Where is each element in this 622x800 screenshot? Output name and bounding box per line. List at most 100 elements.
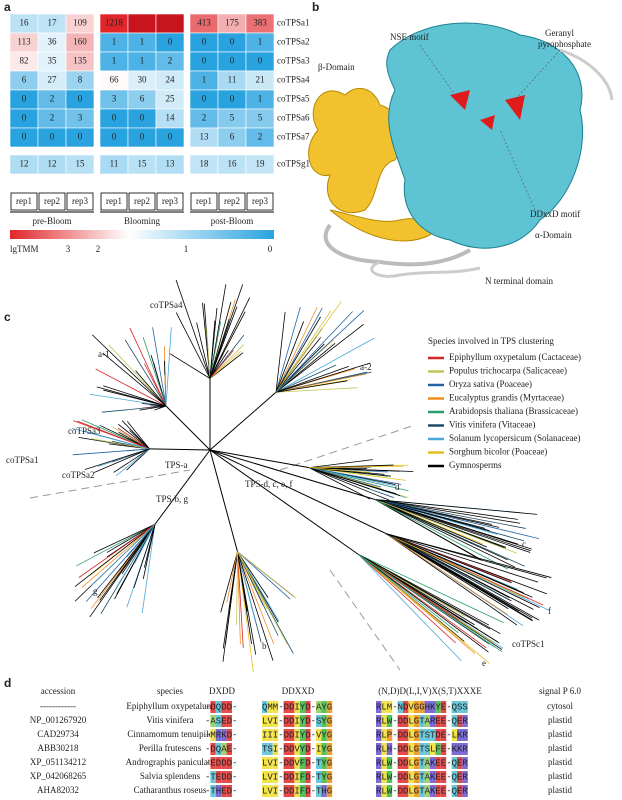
residue <box>305 757 311 769</box>
residue <box>262 771 268 783</box>
residue <box>381 771 387 783</box>
protein-structure <box>308 22 614 278</box>
column-header: (N,D)D(L,I,V)X(S,T)XXXE <box>378 686 482 696</box>
leaf-branch <box>374 499 521 524</box>
leaf-branch <box>385 533 540 608</box>
residue <box>326 743 333 755</box>
leaf-branch <box>358 554 504 624</box>
residue <box>321 743 327 755</box>
residue <box>381 715 387 727</box>
heatmap-cell <box>65 154 95 175</box>
leaf-branch <box>91 438 150 450</box>
residue <box>386 771 393 783</box>
residue <box>305 743 311 755</box>
residue <box>326 771 333 783</box>
leaf-branch <box>209 344 245 379</box>
cell-value: 0 <box>202 37 207 47</box>
sequence: -EDDD- <box>205 758 237 768</box>
leaf-branch <box>99 424 150 450</box>
column-header: signal P 6.0 <box>539 686 581 696</box>
leaf-branch <box>164 375 167 407</box>
structure-label: DDxxD motif <box>530 209 580 219</box>
leaf-branch <box>237 551 291 600</box>
leaf-branch <box>209 297 251 379</box>
sequence: TSI-DDVYD-IYG <box>262 744 332 754</box>
branch <box>209 449 310 469</box>
leaf-branch <box>141 524 156 614</box>
leaf-branch <box>275 337 375 393</box>
residue <box>440 701 447 713</box>
residue <box>316 701 322 713</box>
residue <box>289 771 295 783</box>
leaf-branch <box>275 373 366 393</box>
residue <box>221 729 227 741</box>
cell-value: 0 <box>230 37 235 47</box>
cell-value: 12 <box>20 159 29 169</box>
leaf-branch <box>236 551 238 625</box>
leaf-branch <box>209 349 234 379</box>
residue <box>226 785 232 797</box>
column-header: accession <box>41 686 76 696</box>
cell-value: 5 <box>230 113 235 123</box>
leaf-branch <box>275 306 318 393</box>
branch <box>209 449 376 500</box>
leaf-branch <box>374 499 538 515</box>
clade-label: f <box>548 606 551 616</box>
residue <box>451 771 457 783</box>
residue <box>403 715 409 727</box>
branch <box>154 449 211 525</box>
residue <box>408 715 414 727</box>
cell-value: 66 <box>110 75 120 85</box>
leaf-branch <box>169 353 211 379</box>
residue <box>451 785 457 797</box>
leaf-branch <box>76 523 156 567</box>
cell-value: 6 <box>230 132 235 142</box>
rep-box <box>38 192 66 211</box>
rep-box <box>100 192 128 211</box>
leaf-branch <box>358 554 462 662</box>
cell-value: 12 <box>48 159 57 169</box>
leaf-branch <box>81 419 150 450</box>
signal: plastid <box>548 757 572 767</box>
rep-label: rep3 <box>162 196 178 206</box>
clade-label: d <box>395 482 400 492</box>
residue <box>326 785 333 797</box>
cell-value: 0 <box>230 94 235 104</box>
accession: NP_001267920 <box>30 715 87 725</box>
leaf-branch <box>374 499 526 529</box>
cell-value: 18 <box>200 159 210 169</box>
cell-value: 2 <box>50 94 55 104</box>
leaf-branch <box>237 551 257 655</box>
clade-label: coTPSa4 <box>150 300 183 310</box>
residue <box>451 715 457 727</box>
leaf-branch <box>308 467 402 485</box>
residue <box>419 743 425 755</box>
gene-label: coTPSa6 <box>277 113 310 123</box>
residue <box>440 715 447 727</box>
species: Andrographis paniculata <box>126 757 215 767</box>
leaf-branch <box>142 337 167 407</box>
cell-value: 1 <box>258 37 263 47</box>
clade-label: coTPSc1 <box>512 639 545 649</box>
residue <box>210 715 216 727</box>
rep-label: rep1 <box>106 196 122 206</box>
sequence: LVI-DDIFD-THG <box>262 786 332 796</box>
residue <box>267 701 273 713</box>
residue <box>299 701 306 713</box>
residue <box>210 743 216 755</box>
leaf-branch <box>124 339 167 407</box>
residue <box>294 743 300 755</box>
cell-value: 6 <box>140 94 145 104</box>
residue <box>321 701 327 713</box>
residue <box>376 771 382 783</box>
leaf-branch <box>102 352 167 407</box>
species: Catharanthus roseus <box>134 785 207 795</box>
residue <box>226 771 232 783</box>
rep-label: rep1 <box>16 196 32 206</box>
residue <box>397 757 403 769</box>
rep-box <box>10 192 38 211</box>
residue <box>419 729 425 741</box>
structure-label: NSE motif <box>390 32 429 42</box>
residue <box>424 771 430 783</box>
residue <box>262 701 268 713</box>
